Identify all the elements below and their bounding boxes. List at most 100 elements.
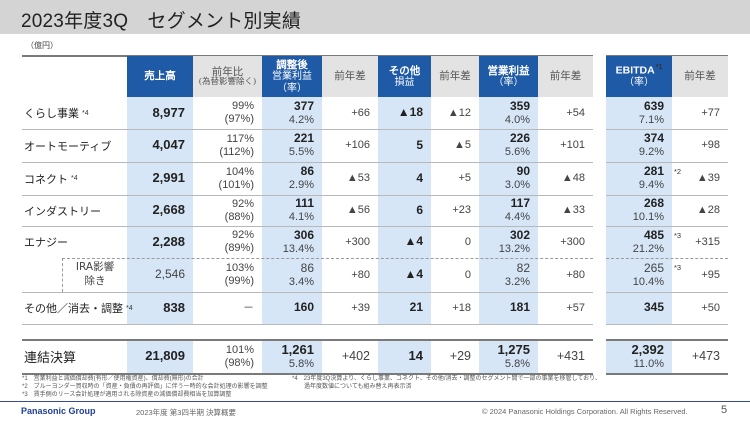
column-header: 売上高 bbox=[127, 56, 193, 97]
segment-label: コネクト *4 bbox=[24, 162, 78, 195]
cell-op: 117 4.4% bbox=[479, 195, 530, 226]
cell-op: 226 5.6% bbox=[479, 129, 530, 162]
cell-op: 359 4.0% bbox=[479, 97, 530, 129]
value-op-rate: 3.0% bbox=[504, 179, 530, 192]
value-ebitda-rate: 10.4% bbox=[632, 275, 664, 288]
value-yoy: 103% bbox=[225, 262, 254, 275]
footer-doc-title: 2023年度 第3四半期 決算概要 bbox=[136, 408, 237, 417]
value-adj-op: 86 bbox=[300, 164, 314, 179]
footnote-marker: *3 bbox=[674, 231, 682, 240]
value-other: 14 bbox=[408, 348, 423, 364]
cell-other: ▲4 bbox=[378, 258, 423, 292]
cell-op: 181 bbox=[479, 292, 530, 324]
value-other-diff: +18 bbox=[452, 301, 471, 314]
cell-yoy: 103% (99%) bbox=[193, 258, 254, 292]
value-adj-op-diff: ▲56 bbox=[346, 204, 370, 217]
total-top-rule bbox=[22, 339, 593, 341]
row-divider bbox=[22, 226, 593, 227]
cell-adj-op-diff: ▲53 bbox=[322, 162, 370, 195]
footnote-marker: *4 bbox=[126, 304, 133, 312]
value-adj-op: 306 bbox=[293, 227, 314, 242]
cell-adj-op-diff: +66 bbox=[322, 97, 370, 129]
value-op: 359 bbox=[509, 98, 530, 113]
value-adj-op-rate: 5.5% bbox=[288, 146, 314, 159]
value-sales: 2,991 bbox=[152, 170, 185, 186]
column-header: 前年比 (為替影響除く) bbox=[193, 56, 262, 97]
row-divider bbox=[606, 162, 728, 163]
value-ebitda-diff: ▲39 bbox=[696, 172, 720, 185]
cell-sales: 2,546 bbox=[127, 258, 185, 292]
cell-adj-op: 160 bbox=[262, 292, 314, 324]
cell-adj-op: 221 5.5% bbox=[262, 129, 314, 162]
cell-op: 82 3.2% bbox=[479, 258, 530, 292]
row-divider-dashed bbox=[62, 258, 593, 259]
segment-name: オートモーティブ bbox=[24, 140, 112, 153]
value-op-diff: +431 bbox=[556, 349, 585, 364]
cell-ebitda-diff: +95 bbox=[672, 258, 720, 292]
value-ebitda-rate: 9.4% bbox=[638, 179, 664, 192]
column-header: その他 損益 bbox=[378, 56, 431, 97]
total-label: 連結決算 bbox=[24, 340, 76, 373]
column-header: 前年差 bbox=[322, 56, 378, 97]
value-ebitda-rate: 10.1% bbox=[632, 211, 664, 224]
value-yoy-fx: (112%) bbox=[219, 145, 254, 158]
cell-ebitda: 265 10.4% bbox=[606, 258, 664, 292]
segment-name: エナジー bbox=[24, 237, 68, 249]
cell-other: ▲18 bbox=[378, 97, 423, 129]
value-ebitda-rate: 7.1% bbox=[638, 113, 664, 126]
cell-ebitda-diff: +77 bbox=[672, 97, 720, 129]
value-yoy: 104% bbox=[225, 165, 254, 178]
cell-op-diff: ▲48 bbox=[538, 162, 585, 195]
cell-ebitda-diff: +50 bbox=[672, 292, 720, 324]
column-header-line2: 営業利益 bbox=[272, 71, 312, 83]
value-adj-op-diff: ▲53 bbox=[346, 172, 370, 185]
title-bar: 2023年度3Q セグメント別実績 bbox=[0, 0, 750, 34]
column-highlight-total bbox=[606, 340, 672, 373]
total-top-rule bbox=[606, 339, 728, 341]
cell-ebitda: 2,392 11.0% bbox=[606, 340, 664, 373]
column-header: 前年差 bbox=[538, 56, 593, 97]
cell-other: 21 bbox=[378, 292, 423, 324]
value-other-diff: +23 bbox=[452, 204, 471, 217]
value-op: 82 bbox=[516, 260, 530, 275]
cell-adj-op-diff: +39 bbox=[322, 292, 370, 324]
column-highlight bbox=[479, 97, 538, 324]
value-op-rate: 13.2% bbox=[498, 242, 530, 255]
cell-op-diff: +57 bbox=[538, 292, 585, 324]
cell-ebitda-diff: +98 bbox=[672, 129, 720, 162]
cell-yoy: 104% (101%) bbox=[193, 162, 254, 195]
value-yoy: 99% bbox=[231, 100, 254, 113]
value-adj-op-rate: 4.2% bbox=[288, 113, 314, 126]
value-ebitda-diff: +98 bbox=[701, 139, 720, 152]
cell-other-diff: +18 bbox=[431, 292, 471, 324]
total-bottom-rule bbox=[22, 373, 593, 375]
value-ebitda: 268 bbox=[643, 196, 664, 211]
column-header-title: EBITDA*1 bbox=[616, 64, 663, 77]
column-header: EBITDA*1 （率） bbox=[606, 56, 672, 97]
column-header-line1: 前年差 bbox=[684, 70, 716, 83]
cell-ebitda-diff: +473 bbox=[672, 340, 720, 373]
value-yoy: 92% bbox=[231, 229, 254, 242]
value-yoy-fx: (101%) bbox=[218, 178, 254, 191]
value-yoy-fx: (99%) bbox=[224, 275, 254, 287]
cell-adj-op: 86 3.4% bbox=[262, 258, 314, 292]
value-op-rate: 3.2% bbox=[504, 275, 530, 288]
cell-op-diff: +80 bbox=[538, 258, 585, 292]
column-header-line1: 前年差 bbox=[549, 70, 582, 83]
column-header-line1: 前年比 bbox=[211, 65, 244, 78]
cell-op: 1,275 5.8% bbox=[479, 340, 530, 373]
cell-sales: 8,977 bbox=[127, 97, 185, 129]
value-ebitda: 639 bbox=[643, 98, 664, 113]
row-divider bbox=[606, 129, 728, 130]
value-op: 117 bbox=[510, 196, 530, 211]
cell-other-diff: +5 bbox=[431, 162, 471, 195]
segment-label: エナジー bbox=[24, 226, 68, 258]
value-sales: 2,288 bbox=[152, 233, 185, 249]
value-adj-op: 86 bbox=[300, 260, 314, 275]
cell-ebitda: 345 bbox=[606, 292, 664, 324]
cell-other: ▲4 bbox=[378, 226, 423, 258]
value-other-diff: ▲5 bbox=[453, 139, 471, 152]
value-ebitda: 345 bbox=[643, 300, 664, 315]
value-other: 4 bbox=[416, 170, 423, 185]
footnote-1: *1 営業利益と減価償却費(有形／使用権資産)、償却費(無形)の合計 bbox=[22, 376, 204, 382]
